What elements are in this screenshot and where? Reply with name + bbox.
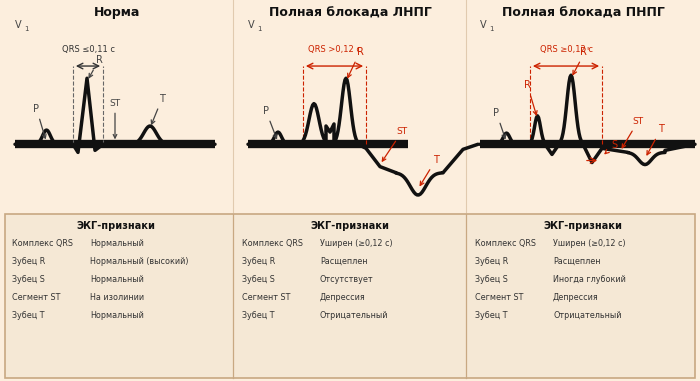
Text: Полная блокада ПНПГ: Полная блокада ПНПГ [502,6,664,19]
Text: 1: 1 [24,26,29,32]
Text: Зубец R: Зубец R [242,257,275,266]
Text: T: T [151,94,165,124]
Text: Зубец R: Зубец R [12,257,46,266]
Text: Зубец T: Зубец T [475,311,507,320]
Text: Расщеплен: Расщеплен [320,257,368,266]
Text: 1: 1 [489,26,493,32]
Text: Отрицательный: Отрицательный [553,311,622,320]
Text: V: V [15,21,22,30]
Text: Депрессия: Депрессия [553,293,598,302]
Text: V: V [480,21,486,30]
Text: Сегмент ST: Сегмент ST [475,293,524,302]
Text: R': R' [573,47,589,75]
Text: Уширен (≥0,12 с): Уширен (≥0,12 с) [553,239,626,248]
Text: Нормальный (высокий): Нормальный (высокий) [90,257,188,266]
Text: S: S [605,140,617,154]
Text: P: P [34,104,46,138]
Text: ST: ST [109,99,120,138]
Text: Сегмент ST: Сегмент ST [242,293,290,302]
Text: Норма: Норма [94,6,140,19]
Text: ST: ST [622,117,643,148]
Text: R: R [348,47,363,77]
Text: Зубец R: Зубец R [475,257,508,266]
Text: P: P [494,108,505,138]
Text: P: P [263,106,277,138]
Text: ЭКГ-признаки: ЭКГ-признаки [543,221,622,232]
Text: Комплекс QRS: Комплекс QRS [12,239,73,248]
Text: Зубец T: Зубец T [12,311,45,320]
Text: R: R [524,80,537,115]
Text: ЭКГ-признаки: ЭКГ-признаки [311,221,389,232]
Text: Зубец T: Зубец T [242,311,274,320]
Text: Уширен (≥0,12 с): Уширен (≥0,12 с) [320,239,393,248]
Text: Комплекс QRS: Комплекс QRS [242,239,303,248]
Text: 1: 1 [257,26,262,32]
Text: Сегмент ST: Сегмент ST [12,293,60,302]
Text: Отрицательный: Отрицательный [320,311,389,320]
Text: QRS ≥0,12 c: QRS ≥0,12 c [540,45,592,54]
Text: Депрессия: Депрессия [320,293,365,302]
Text: QRS >0,12 c: QRS >0,12 c [308,45,361,54]
Text: ST: ST [382,127,407,161]
Text: Комплекс QRS: Комплекс QRS [475,239,536,248]
Text: QRS ≤0,11 c: QRS ≤0,11 c [62,45,115,54]
Text: T: T [420,155,439,186]
Text: R: R [89,55,102,78]
Text: Полная блокада ЛНПГ: Полная блокада ЛНПГ [269,6,431,19]
Text: Зубец S: Зубец S [242,275,275,284]
Text: T: T [647,124,664,155]
Text: Иногда глубокий: Иногда глубокий [553,275,626,284]
Text: Нормальный: Нормальный [90,311,144,320]
Text: Зубец S: Зубец S [12,275,45,284]
Text: V: V [248,21,255,30]
Text: ЭКГ-признаки: ЭКГ-признаки [76,221,155,232]
Text: Нормальный: Нормальный [90,239,144,248]
Text: Отсутствует: Отсутствует [320,275,374,284]
FancyBboxPatch shape [5,213,695,378]
Text: Нормальный: Нормальный [90,275,144,284]
Text: Расщеплен: Расщеплен [553,257,601,266]
Text: Зубец S: Зубец S [475,275,508,284]
Text: На изолинии: На изолинии [90,293,144,302]
